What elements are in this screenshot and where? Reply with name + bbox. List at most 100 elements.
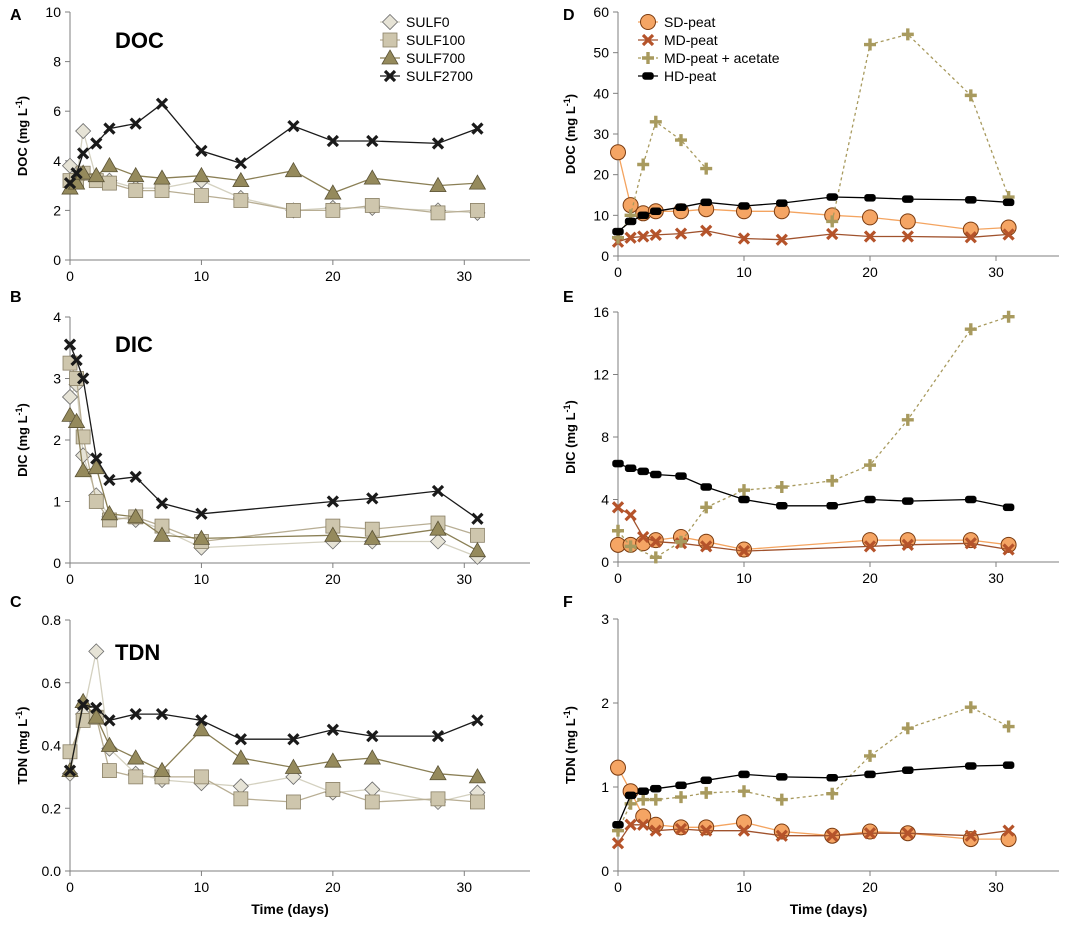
data-point [234,157,247,170]
data-point [429,176,447,193]
panel-letter: A [10,7,22,24]
panel-d: 0 10 20 30 40 50 60 0 10 20 30 DOC (mg L-1) D SD-peat… [562,4,1059,280]
data-point [864,194,876,202]
y-tick-label: 40 [593,85,609,101]
legend-marker [383,69,397,83]
data-point [363,749,381,765]
y-tick-label: 4 [601,492,609,508]
y-tick-label: 8 [601,429,609,445]
series-md-peat [611,818,1015,850]
data-point [610,759,626,776]
data-point [77,147,90,160]
series-md-peat-acetate [612,310,1015,564]
data-point [700,501,713,514]
x-tick-label: 20 [862,264,878,280]
x-tick-label: 0 [66,268,74,284]
data-point [1002,720,1015,733]
data-point [468,174,487,190]
legend-label: MD-peat [664,32,718,48]
legend-marker [642,52,654,64]
data-point [90,452,103,465]
data-point [429,533,447,550]
panel-title: TDN [115,640,160,665]
data-point [471,714,484,727]
data-point [90,137,103,150]
data-point [611,837,625,850]
data-point [192,166,211,183]
data-point [649,535,662,548]
data-point [195,714,208,727]
data-point [738,484,750,497]
x-tick-label: 20 [325,268,341,284]
x-tick-label: 30 [456,571,472,587]
x-tick-label: 20 [862,570,878,586]
data-point [901,722,914,735]
panel-letter: C [10,594,22,611]
data-point [153,526,171,542]
data-point [1002,543,1015,556]
series-sulf2700 [63,97,484,190]
data-point [195,507,208,520]
series-sulf700 [61,156,487,200]
data-point [90,701,103,714]
data-point [284,161,303,178]
legend-label: SULF100 [406,32,465,48]
data-point [128,769,144,785]
series-line [617,764,1009,826]
data-point [700,162,713,175]
data-point [864,749,876,762]
y-tick-label: 12 [593,367,609,383]
y-tick-label: 0.8 [42,612,62,628]
data-point [624,508,637,522]
series-sulf100 [62,709,485,810]
data-point [77,698,90,711]
data-point [129,470,142,484]
data-point [700,786,713,799]
panel-b: 0 1 2 3 4 0 10 20 30 DIC (mg L-1) B DIC [10,289,530,587]
data-point [650,784,662,793]
y-tick-label: 50 [593,45,609,61]
data-point [700,540,713,553]
data-point [899,213,916,230]
data-point [100,504,119,521]
legend-label: SULF0 [406,14,450,30]
y-axis-label: TDN (mg L-1) [14,706,30,784]
panel-letter: E [563,289,574,306]
data-point [902,195,914,203]
data-point [153,761,171,777]
data-point [826,829,839,842]
data-point [624,791,637,800]
legend-label: MD-peat + acetate [664,50,780,66]
data-point [470,527,485,543]
legend-item-sulf0: SULF0 [380,13,450,31]
data-point [195,144,208,158]
data-point [366,729,379,743]
legend-label: HD-peat [664,68,716,84]
data-point [468,768,487,784]
data-point [366,492,379,505]
data-point [612,459,624,468]
data-point [675,791,687,804]
data-point [649,228,662,241]
data-point [128,183,144,198]
y-tick-label: 0.0 [42,863,62,879]
series-md-peat [611,224,1015,248]
series-sulf2700 [63,698,484,777]
y-axis-label: DOC (mg L-1) [14,96,30,176]
data-point [775,233,788,246]
data-point [102,763,117,778]
data-point [431,137,445,150]
data-point [775,793,788,806]
data-point [700,224,713,237]
panel-a: 0 2 4 6 8 10 0 10 20 30 DOC (mg L-1) A DOC SULF0 SULF1… [10,4,530,284]
data-point [675,781,687,790]
data-point [364,794,380,810]
y-tick-label: 0.4 [42,738,62,754]
data-point [901,28,914,41]
series-line [69,382,478,558]
series-sulf700 [61,406,487,558]
data-point [901,538,914,551]
x-tick-label: 0 [66,879,74,895]
data-point [103,714,116,727]
